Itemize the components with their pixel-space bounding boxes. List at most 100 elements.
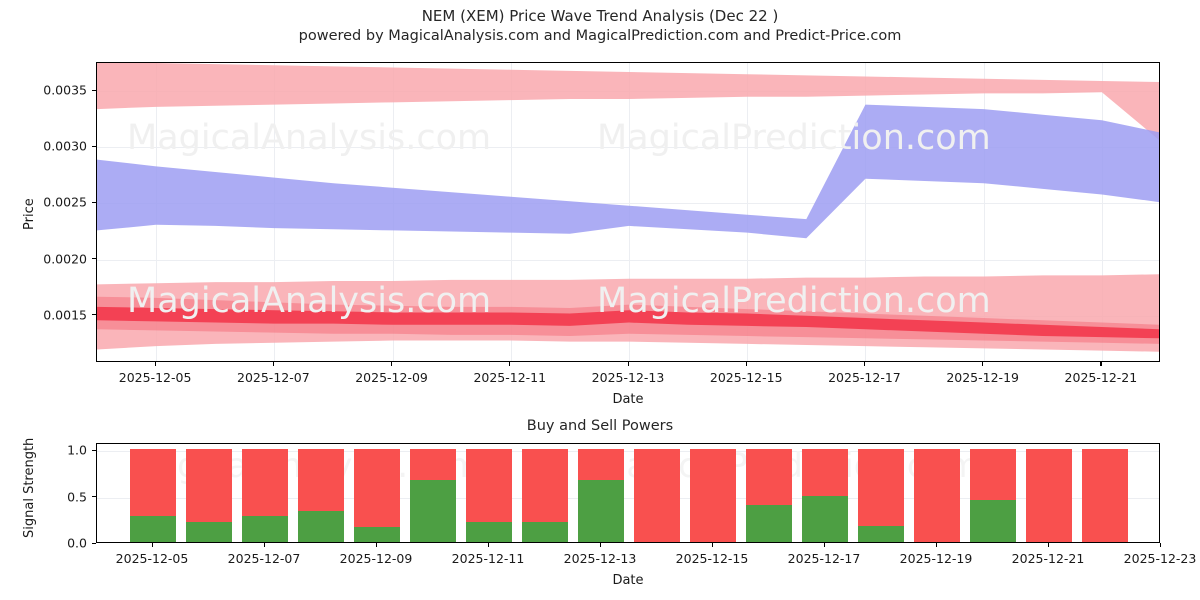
signal-xtick-mark-2: [375, 543, 377, 547]
signal-bar: [802, 449, 848, 542]
signal-xtick-label-2: 2025-12-09: [339, 551, 413, 566]
sell-power-segment: [354, 449, 400, 528]
gridline-vertical-5: [747, 63, 748, 361]
xtick-mark-5: [745, 362, 747, 366]
signal-ytick-label-1: 0.5: [67, 489, 87, 505]
buy-power-segment: [242, 516, 288, 542]
signal-xtick-mark-6: [823, 543, 825, 547]
sell-power-segment: [130, 449, 176, 517]
sell-power-segment: [690, 449, 736, 542]
ytick-label-4: 0.0035: [43, 82, 87, 98]
signal-bar: [242, 449, 288, 542]
xtick-mark-0: [154, 362, 156, 366]
buy-power-segment: [466, 521, 512, 542]
signal-xtick-mark-1: [263, 543, 265, 547]
band-wave-channel-blue: [97, 104, 1159, 239]
x-axis-label: Date: [612, 392, 644, 407]
page-title-block: NEM (XEM) Price Wave Trend Analysis (Dec…: [0, 6, 1200, 46]
signal-xtick-mark-5: [711, 543, 713, 547]
signal-ytick-mark-2: [92, 449, 96, 452]
buy-power-segment: [354, 527, 400, 542]
signal-bar: [186, 449, 232, 542]
xtick-mark-6: [863, 362, 866, 366]
xtick-label-5: 2025-12-15: [709, 370, 783, 385]
sell-power-segment: [802, 449, 848, 496]
sell-power-segment: [186, 449, 232, 522]
sell-power-segment: [410, 449, 456, 480]
signal-xtick-label-5: 2025-12-15: [675, 551, 749, 566]
signal-bar: [1026, 449, 1072, 542]
gridline-horizontal-1: [97, 260, 1159, 261]
buy-power-segment: [970, 500, 1016, 542]
signal-xtick-mark-7: [935, 543, 937, 547]
signal-bar: [130, 449, 176, 542]
ytick-label-3: 0.0030: [43, 138, 87, 154]
signal-ytick-mark-0: [92, 542, 96, 544]
signal-xtick-mark-3: [487, 543, 489, 547]
gridline-vertical-6: [865, 63, 866, 361]
ytick-label-2: 0.0025: [43, 194, 87, 210]
signal-x-axis-label: Date: [612, 573, 644, 588]
buy-power-segment: [522, 521, 568, 542]
buy-power-segment: [186, 521, 232, 542]
xtick-label-4: 2025-12-13: [591, 370, 665, 385]
signal-xtick-label-8: 2025-12-21: [1011, 551, 1085, 566]
xtick-label-3: 2025-12-11: [473, 370, 547, 385]
band-support-band-core: [97, 306, 1159, 339]
signal-xtick-mark-0: [151, 543, 153, 547]
signal-bar: [970, 449, 1016, 542]
gridline-horizontal-2: [97, 203, 1159, 204]
page-subtitle: powered by MagicalAnalysis.com and Magic…: [298, 28, 902, 44]
signal-bar: [746, 449, 792, 542]
signal-xtick-label-7: 2025-12-19: [899, 551, 973, 566]
xtick-label-7: 2025-12-19: [946, 370, 1019, 385]
signal-ytick-label-0: 0.0: [67, 535, 87, 551]
gridline-vertical-7: [984, 63, 985, 361]
buy-power-segment: [802, 495, 848, 542]
sell-power-segment: [298, 449, 344, 512]
sell-power-segment: [1026, 449, 1072, 542]
signal-bar: [354, 449, 400, 542]
signal-bar: [410, 449, 456, 542]
buy-power-segment: [410, 479, 456, 542]
signal-xtick-label-6: 2025-12-17: [787, 551, 861, 566]
signal-bar: [690, 449, 736, 542]
signal-xtick-mark-4: [599, 543, 601, 547]
xtick-label-8: 2025-12-21: [1064, 370, 1138, 385]
buy-power-segment: [858, 526, 904, 542]
ytick-label-1: 0.0020: [43, 251, 87, 267]
buy-power-segment: [746, 504, 792, 542]
ytick-mark-1: [92, 258, 96, 260]
sell-power-segment: [466, 449, 512, 522]
sell-power-segment: [242, 449, 288, 517]
xtick-mark-7: [982, 362, 984, 366]
signal-bar: [298, 449, 344, 542]
sell-power-segment: [578, 449, 624, 480]
signal-gridline-1: [97, 498, 1159, 499]
band-upper-resistance-band: [97, 63, 1159, 140]
gridline-horizontal-3: [97, 147, 1159, 148]
xtick-mark-1: [272, 362, 275, 366]
signal-gridline-2: [97, 451, 1159, 452]
xtick-mark-8: [1100, 362, 1102, 366]
signal-xtick-label-4: 2025-12-13: [563, 551, 637, 566]
sell-power-segment: [914, 449, 960, 542]
signal-xtick-label-0: 2025-12-05: [115, 551, 189, 566]
sell-power-segment: [858, 449, 904, 527]
signal-bar: [578, 449, 624, 542]
signal-xtick-label-1: 2025-12-07: [227, 551, 301, 566]
xtick-label-2: 2025-12-09: [355, 370, 428, 385]
signal-ytick-label-2: 1.0: [67, 442, 87, 458]
signal-bar: [466, 449, 512, 542]
signal-xtick-label-3: 2025-12-11: [451, 551, 525, 566]
xtick-label-6: 2025-12-17: [828, 370, 901, 385]
ytick-mark-3: [92, 145, 96, 147]
ytick-mark-4: [92, 89, 96, 91]
signal-bar: [634, 449, 680, 542]
ytick-mark-0: [92, 314, 96, 316]
signal-xtick-label-9: 2025-12-23: [1123, 551, 1197, 566]
ytick-label-0: 0.0015: [43, 307, 87, 323]
signal-bar: [858, 449, 904, 542]
sell-power-segment: [522, 449, 568, 522]
